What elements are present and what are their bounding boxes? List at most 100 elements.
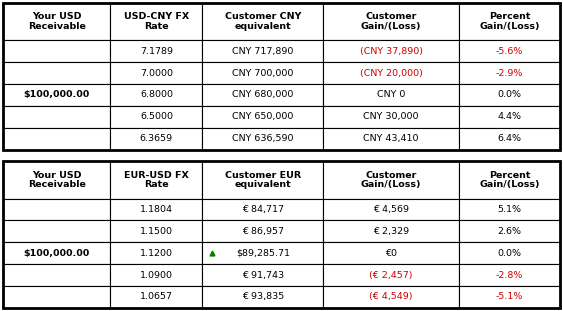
Bar xyxy=(323,106,459,128)
Text: €0: €0 xyxy=(385,249,397,258)
Text: 0.0%: 0.0% xyxy=(498,249,521,258)
Text: 1.1200: 1.1200 xyxy=(140,249,173,258)
Bar xyxy=(459,106,560,128)
Text: CNY 700,000: CNY 700,000 xyxy=(232,68,293,77)
Text: CNY 636,590: CNY 636,590 xyxy=(232,134,294,143)
Text: -5.1%: -5.1% xyxy=(496,292,523,301)
Text: Customer
Gain/(Loss): Customer Gain/(Loss) xyxy=(361,12,422,31)
Text: CNY 680,000: CNY 680,000 xyxy=(232,91,293,100)
Text: € 4,569: € 4,569 xyxy=(373,205,409,214)
Text: 7.1789: 7.1789 xyxy=(140,47,173,56)
Bar xyxy=(202,242,323,264)
Text: -2.8%: -2.8% xyxy=(496,271,523,280)
Text: CNY 650,000: CNY 650,000 xyxy=(232,112,293,121)
Text: 1.1804: 1.1804 xyxy=(140,205,173,214)
Bar xyxy=(459,3,560,40)
Text: CNY 717,890: CNY 717,890 xyxy=(232,47,293,56)
Bar xyxy=(3,220,110,242)
Text: $89,285.71: $89,285.71 xyxy=(236,249,290,258)
Bar xyxy=(202,3,323,40)
Bar xyxy=(459,220,560,242)
Text: -2.9%: -2.9% xyxy=(496,68,523,77)
Bar xyxy=(459,84,560,106)
Text: € 84,717: € 84,717 xyxy=(242,205,284,214)
Bar xyxy=(323,40,459,62)
Text: Customer
Gain/(Loss): Customer Gain/(Loss) xyxy=(361,171,422,189)
Bar xyxy=(323,3,459,40)
Text: CNY 30,000: CNY 30,000 xyxy=(364,112,419,121)
Bar xyxy=(323,264,459,286)
Text: € 2,329: € 2,329 xyxy=(373,227,409,236)
Bar xyxy=(110,3,202,40)
Bar xyxy=(110,40,202,62)
Text: 1.1500: 1.1500 xyxy=(140,227,173,236)
Text: Customer CNY
equivalent: Customer CNY equivalent xyxy=(225,12,301,31)
Bar xyxy=(323,242,459,264)
Bar xyxy=(3,286,110,308)
Bar xyxy=(3,264,110,286)
Bar xyxy=(3,161,110,199)
Bar xyxy=(3,106,110,128)
Text: 6.8000: 6.8000 xyxy=(140,91,173,100)
Bar xyxy=(110,199,202,220)
Text: € 86,957: € 86,957 xyxy=(242,227,284,236)
Bar xyxy=(110,242,202,264)
Text: 5.1%: 5.1% xyxy=(498,205,521,214)
Text: Percent
Gain/(Loss): Percent Gain/(Loss) xyxy=(479,171,540,189)
Text: -5.6%: -5.6% xyxy=(496,47,523,56)
Bar xyxy=(110,286,202,308)
Bar xyxy=(202,40,323,62)
Bar xyxy=(3,84,110,106)
Bar xyxy=(110,161,202,199)
Text: (€ 4,549): (€ 4,549) xyxy=(369,292,413,301)
Text: 6.3659: 6.3659 xyxy=(140,134,173,143)
Bar xyxy=(202,220,323,242)
Bar xyxy=(202,199,323,220)
Text: Your USD
Receivable: Your USD Receivable xyxy=(28,171,86,189)
Bar xyxy=(110,128,202,150)
Text: $100,000.00: $100,000.00 xyxy=(24,249,90,258)
Bar xyxy=(323,286,459,308)
Bar xyxy=(3,40,110,62)
Bar xyxy=(323,128,459,150)
Text: Percent
Gain/(Loss): Percent Gain/(Loss) xyxy=(479,12,540,31)
Bar xyxy=(202,84,323,106)
Text: € 91,743: € 91,743 xyxy=(242,271,284,280)
Bar xyxy=(202,128,323,150)
Text: 7.0000: 7.0000 xyxy=(140,68,173,77)
Bar xyxy=(202,106,323,128)
Bar xyxy=(459,128,560,150)
Bar xyxy=(459,62,560,84)
Text: 6.4%: 6.4% xyxy=(498,134,521,143)
Text: Your USD
Receivable: Your USD Receivable xyxy=(28,12,86,31)
Bar xyxy=(459,161,560,199)
Text: 6.5000: 6.5000 xyxy=(140,112,173,121)
Bar xyxy=(3,62,110,84)
Text: 4.4%: 4.4% xyxy=(498,112,521,121)
Bar xyxy=(3,199,110,220)
Text: $100,000.00: $100,000.00 xyxy=(24,91,90,100)
Bar xyxy=(3,242,110,264)
Bar xyxy=(202,161,323,199)
Bar xyxy=(202,264,323,286)
Text: 0.0%: 0.0% xyxy=(498,91,521,100)
Bar xyxy=(323,199,459,220)
Text: (CNY 20,000): (CNY 20,000) xyxy=(360,68,423,77)
Bar xyxy=(459,199,560,220)
Bar xyxy=(3,3,560,150)
Bar xyxy=(110,62,202,84)
Bar xyxy=(110,84,202,106)
Text: 1.0657: 1.0657 xyxy=(140,292,173,301)
Text: CNY 0: CNY 0 xyxy=(377,91,405,100)
Bar xyxy=(323,161,459,199)
Bar xyxy=(202,62,323,84)
Text: USD-CNY FX
Rate: USD-CNY FX Rate xyxy=(124,12,189,31)
Bar xyxy=(459,242,560,264)
Text: (€ 2,457): (€ 2,457) xyxy=(369,271,413,280)
Text: € 93,835: € 93,835 xyxy=(242,292,284,301)
Text: 1.0900: 1.0900 xyxy=(140,271,173,280)
Bar xyxy=(323,62,459,84)
Bar xyxy=(3,161,560,308)
Bar xyxy=(3,3,110,40)
Bar xyxy=(459,40,560,62)
